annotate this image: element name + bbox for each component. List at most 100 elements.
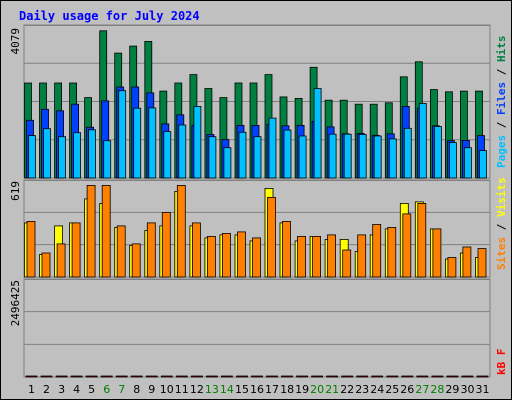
chart-title: Daily usage for July 2024 [19, 9, 200, 23]
bar-kbytes-day-10 [160, 375, 173, 378]
bar-pages-day-24 [373, 135, 382, 179]
bar-sites-day-31 [477, 248, 487, 278]
x-tick-label: 31 [476, 383, 490, 396]
bar-sites-day-3 [56, 243, 66, 278]
x-tick-label: 7 [118, 383, 125, 396]
x-tick-label: 20 [310, 383, 324, 396]
bar-pages-day-31 [479, 150, 487, 179]
bar-pages-day-23 [358, 134, 367, 179]
bar-pages-day-10 [163, 131, 172, 179]
bar-kbytes-day-24 [371, 375, 384, 378]
bar-pages-day-4 [73, 132, 81, 179]
bar-kbytes-day-21 [326, 375, 339, 378]
bar-sites-day-24 [372, 223, 382, 278]
axis-label-files: Files [495, 82, 508, 115]
bar-kbytes-day-18 [281, 375, 293, 378]
bar-kbytes-day-12 [190, 375, 203, 378]
bar-kbytes-day-14 [220, 375, 233, 378]
bar-sites-day-10 [161, 211, 171, 278]
bar-sites-day-20 [312, 235, 322, 278]
bar-pages-day-2 [43, 128, 51, 179]
x-tick-label: 8 [133, 383, 140, 396]
bar-pages-day-9 [148, 107, 157, 179]
bar-pages-day-5 [88, 129, 96, 179]
bar-sites-day-16 [252, 237, 261, 278]
scale-label-hits-panel: 4079 [9, 28, 22, 55]
bar-kbytes-day-8 [130, 375, 143, 378]
bar-sites-day-7 [116, 225, 126, 278]
x-tick-label: 9 [148, 383, 155, 396]
bar-kbytes-day-20 [311, 375, 324, 378]
bar-pages-day-13 [208, 136, 217, 179]
x-tick-label: 16 [250, 383, 264, 396]
bar-kbytes-day-3 [55, 375, 68, 378]
x-axis-labels: 1 2 3 4 5 6 7 8 9 10 11 12 13 14 15 16 17 18 19 20 21 22 23 24 2… [28, 383, 490, 396]
x-tick-label: 23 [355, 383, 369, 396]
axis-label-kbytes: kB F [495, 349, 508, 376]
bar-sites-day-13 [206, 235, 216, 278]
bar-sites-day-23 [357, 234, 367, 278]
bar-kbytes-day-30 [461, 375, 474, 378]
x-tick-label: 2 [43, 383, 50, 396]
x-tick-label: 6 [103, 383, 110, 396]
axis-label-visits: Visits [495, 177, 508, 217]
bar-kbytes-day-9 [145, 375, 158, 378]
bar-sites-day-25 [387, 226, 397, 278]
axis-label-middle: Sites / Visits [495, 177, 508, 270]
x-tick-label: 28 [430, 383, 444, 396]
x-tick-label: 29 [445, 383, 459, 396]
bar-pages-day-6 [103, 140, 112, 179]
bar-kbytes-day-7 [115, 375, 128, 378]
bar-pages-day-8 [133, 107, 142, 179]
bar-pages-day-17 [268, 117, 277, 179]
bar-kbytes-day-13 [205, 375, 218, 378]
x-tick-label: 26 [400, 383, 414, 396]
bar-pages-day-15 [238, 131, 247, 179]
bar-pages-day-3 [58, 136, 66, 179]
bar-sites-day-5 [86, 184, 96, 278]
bar-sites-day-1 [26, 220, 36, 278]
axis-label-sites: Sites [495, 237, 508, 270]
bar-kbytes-day-31 [476, 375, 489, 378]
bar-pages-day-30 [463, 147, 472, 179]
x-tick-label: 15 [235, 383, 249, 396]
bar-kbytes-day-28 [431, 375, 444, 378]
x-tick-label: 13 [205, 383, 219, 396]
bar-sites-day-29 [447, 257, 457, 278]
x-tick-label: 1 [28, 383, 35, 396]
x-tick-label: 22 [340, 383, 354, 396]
bar-kbytes-day-15 [236, 375, 248, 378]
axis-label-bottom: kB F [495, 349, 508, 376]
x-tick-label: 11 [175, 383, 189, 396]
bar-pages-day-26 [403, 127, 412, 179]
bar-kbytes-day-11 [175, 375, 188, 378]
bar-pages-day-18 [283, 129, 292, 179]
bar-sites-day-22 [342, 249, 352, 278]
axis-label-separator: / [495, 62, 508, 82]
bar-kbytes-day-26 [401, 375, 414, 378]
x-tick-label: 12 [190, 383, 204, 396]
axis-label-separator: / [495, 217, 508, 237]
x-tick-label: 25 [385, 383, 399, 396]
x-tick-label: 14 [220, 383, 234, 396]
bar-sites-day-28 [432, 228, 442, 278]
bar-pages-day-20 [313, 88, 322, 179]
bar-kbytes-day-22 [341, 375, 354, 378]
bar-sites-day-27 [417, 202, 427, 278]
x-tick-label: 30 [461, 383, 475, 396]
x-tick-label: 24 [370, 383, 384, 396]
bar-pages-day-27 [418, 103, 427, 179]
bar-sites-day-11 [176, 184, 186, 278]
bar-kbytes-day-4 [70, 375, 83, 378]
bar-sites-day-2 [41, 252, 51, 278]
bar-kbytes-day-2 [40, 375, 53, 378]
bar-sites-day-21 [327, 234, 337, 278]
scale-label-visits-panel: 619 [9, 181, 22, 201]
bar-kbytes-day-23 [356, 375, 369, 378]
axis-label-top: Pages / Files / Hits [495, 36, 508, 169]
series-axis-labels: Pages / Files / Hits Sites / Visits kB F [495, 36, 508, 376]
bar-pages-day-22 [343, 133, 352, 179]
panel-middle [23, 179, 491, 278]
axis-label-hits: Hits [495, 36, 508, 63]
x-tick-label: 18 [280, 383, 294, 396]
